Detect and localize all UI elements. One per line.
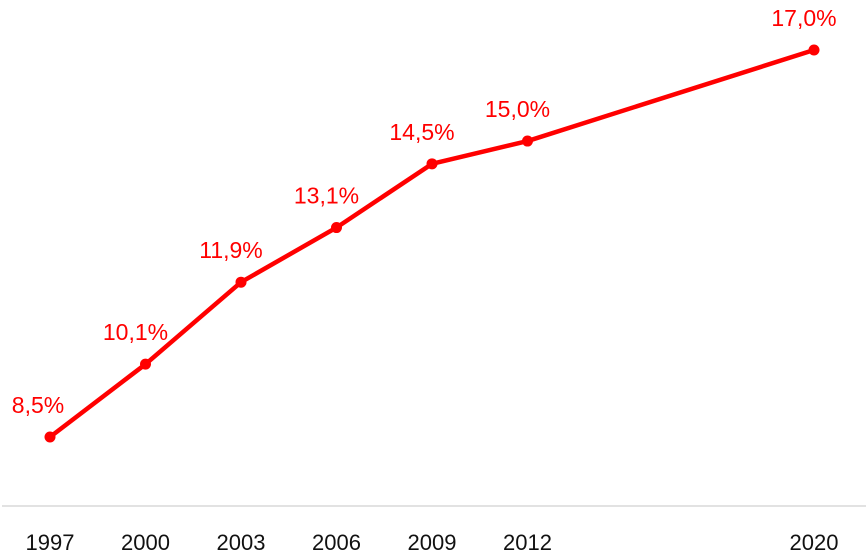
data-point — [808, 44, 820, 56]
x-tick-label: 2012 — [503, 530, 552, 555]
series-line — [48, 47, 815, 439]
x-tick-label: 1997 — [26, 530, 75, 555]
x-tick-label: 2003 — [217, 530, 266, 555]
data-label: 11,9% — [199, 237, 263, 263]
data-label: 17,0% — [771, 5, 836, 31]
data-point — [235, 276, 247, 288]
x-tick-label: 2009 — [408, 530, 457, 555]
data-point — [140, 358, 151, 370]
x-tick-label: 2020 — [790, 530, 839, 555]
data-label: 8,5% — [12, 392, 64, 418]
data-point — [522, 135, 533, 147]
data-label: 10,1% — [103, 319, 168, 345]
data-point — [426, 158, 438, 170]
data-point — [44, 431, 56, 443]
x-tick-label: 2000 — [121, 530, 170, 555]
data-label: 15,0% — [485, 96, 550, 122]
data-label: 14,5% — [389, 119, 454, 145]
data-point — [331, 222, 342, 234]
data-label: 13,1% — [294, 183, 359, 209]
x-tick-label: 2006 — [312, 530, 361, 555]
